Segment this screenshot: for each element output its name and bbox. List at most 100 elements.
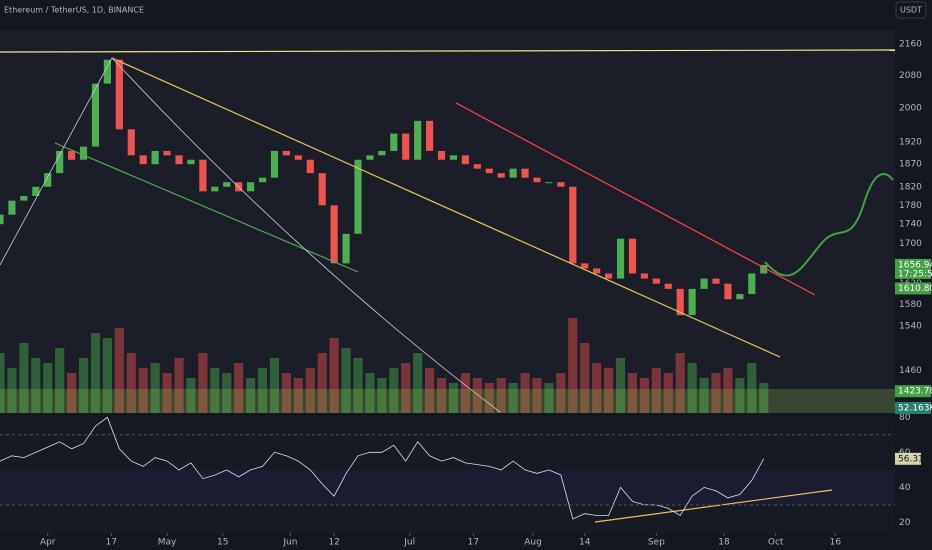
currency[interactable]: USDT <box>900 6 922 15</box>
candle <box>139 155 147 165</box>
candle <box>533 177 541 183</box>
volume-bar <box>281 373 291 413</box>
candle <box>0 214 4 225</box>
volume-bar <box>162 373 172 413</box>
volume-bar <box>19 343 29 413</box>
candle <box>354 159 362 234</box>
volume-bar <box>520 373 530 413</box>
candle <box>103 59 111 84</box>
x-tick-label: 14 <box>579 538 591 548</box>
curve-drawing <box>0 57 501 413</box>
x-tick-label: 15 <box>217 538 228 548</box>
candle <box>163 150 171 156</box>
volume-bar <box>114 328 124 413</box>
y-tick-label: 1460 <box>899 366 922 376</box>
volume-bar <box>568 318 578 413</box>
candle <box>676 288 684 316</box>
candle <box>32 186 40 196</box>
volume-bar <box>174 358 184 413</box>
candle <box>270 150 279 178</box>
volume-bar <box>448 383 459 413</box>
volume-bar <box>210 368 220 413</box>
currency-button[interactable] <box>895 1 927 19</box>
countdown: 17:25:58 <box>898 269 932 279</box>
y-tick-label: 1920 <box>899 138 922 148</box>
y-tick-label: 2160 <box>899 40 922 50</box>
volume-bar <box>377 378 387 413</box>
candle <box>569 186 577 264</box>
candle <box>79 146 88 160</box>
candle <box>557 182 565 187</box>
volume-bar <box>186 378 196 413</box>
candle <box>402 133 410 160</box>
candle <box>521 168 529 178</box>
candle <box>437 150 446 160</box>
candle <box>748 273 756 295</box>
trend-line <box>111 57 781 358</box>
volume-bar <box>67 373 77 413</box>
volume-bar <box>401 363 411 413</box>
x-tick-label: 18 <box>718 538 730 548</box>
candle <box>115 59 123 130</box>
volume-bar <box>102 338 112 413</box>
price-tag-label: 1656.94 <box>898 260 932 270</box>
horizontal-line <box>0 49 896 53</box>
y-tick-label: 1540 <box>899 321 922 331</box>
volume-bar <box>389 368 399 413</box>
candle <box>175 155 183 165</box>
candle <box>342 233 350 264</box>
y-tick-label: 1700 <box>899 239 922 249</box>
volume-bar <box>222 373 232 413</box>
volume-bar <box>246 378 256 413</box>
price-tag <box>895 402 931 414</box>
candle <box>605 273 613 279</box>
candle <box>449 155 458 160</box>
volume-bar <box>508 383 518 413</box>
volume-bar <box>699 378 709 413</box>
y-tick-label: 2000 <box>899 104 922 114</box>
volume-bar <box>353 358 363 413</box>
candle <box>640 273 648 279</box>
candle <box>127 129 135 156</box>
candle <box>91 83 100 147</box>
candle <box>258 177 267 183</box>
price-tag <box>895 282 931 295</box>
volume-bar <box>460 373 470 413</box>
candle <box>294 155 302 160</box>
x-tick-label: 17 <box>106 538 117 548</box>
candle <box>366 155 374 160</box>
volume-bar <box>305 368 315 413</box>
candle <box>461 155 469 165</box>
price-tag <box>895 258 931 279</box>
candle <box>700 278 708 289</box>
candle <box>712 278 720 284</box>
x-tick-label: 17 <box>468 538 479 548</box>
candle <box>760 264 768 274</box>
volume-bar <box>293 378 303 413</box>
volume-bar <box>663 373 673 413</box>
candle <box>616 238 625 279</box>
y-tick-label: 1870 <box>899 160 922 170</box>
candle <box>306 159 314 174</box>
y-tick-label: 1580 <box>899 300 922 310</box>
candle <box>56 150 64 174</box>
projection-path <box>764 173 894 277</box>
volume-bar <box>329 338 339 413</box>
y-tick-label: 2080 <box>899 71 922 81</box>
candle <box>414 120 422 160</box>
rsi-trend-line <box>594 489 833 523</box>
volume-bar <box>0 353 5 413</box>
rsi-tag-label: 56.31 <box>898 454 924 464</box>
candle <box>8 200 16 215</box>
candle <box>652 278 660 284</box>
volume-bar <box>138 368 148 413</box>
price-pane <box>0 30 895 413</box>
volume-bar <box>735 378 745 413</box>
volume-bar <box>31 358 41 413</box>
candle <box>736 294 744 300</box>
candle <box>688 288 696 316</box>
rsi-tick-label: 80 <box>899 413 911 423</box>
volume-bar <box>496 378 506 413</box>
volume-bar <box>425 368 435 413</box>
volume-bar <box>556 373 566 413</box>
